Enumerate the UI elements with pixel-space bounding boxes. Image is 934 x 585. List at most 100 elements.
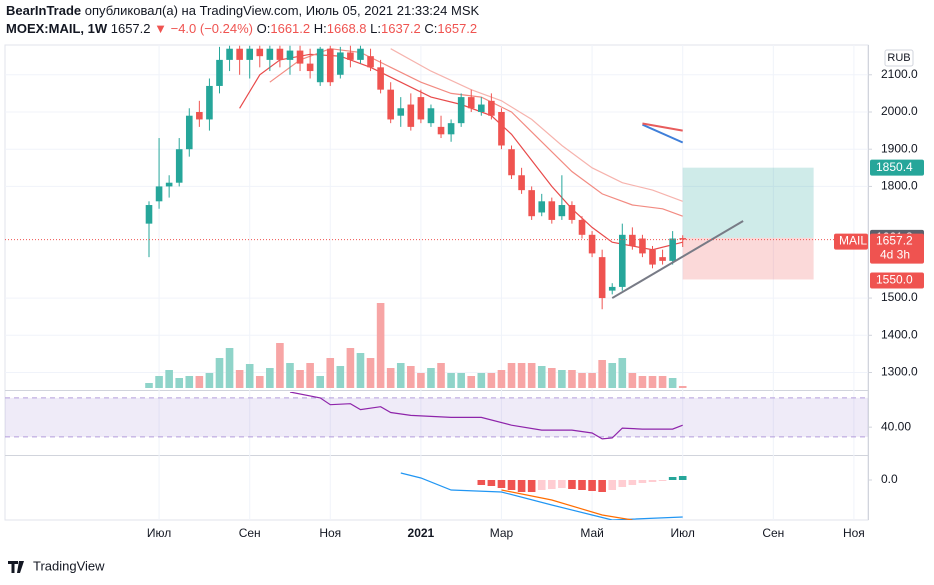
candle-body <box>478 104 485 112</box>
macd-histogram-bar <box>517 480 526 492</box>
volume-bar <box>668 378 677 388</box>
l-value: 1637.2 <box>381 21 421 36</box>
candle-body <box>357 48 364 60</box>
volume-bar <box>437 363 445 388</box>
candle-body <box>196 111 203 120</box>
volume-bar <box>316 376 324 388</box>
volume-bar <box>145 383 153 388</box>
volume-bar <box>165 370 173 388</box>
volume-bar <box>336 366 345 388</box>
volume-bar <box>346 348 355 388</box>
candle-body <box>165 182 173 187</box>
macd-histogram-bar <box>548 480 556 489</box>
volume-bar <box>276 343 284 388</box>
macd-histogram-bar <box>558 480 566 488</box>
volume-bar <box>245 364 254 388</box>
candle-body <box>347 52 354 60</box>
candle-body <box>185 115 193 150</box>
candle-body <box>397 108 405 116</box>
volume-bar <box>467 376 476 388</box>
macd-histogram-bar <box>678 476 687 480</box>
layer <box>5 45 868 388</box>
macd-histogram-bar <box>487 480 496 486</box>
logo <box>8 561 24 573</box>
volume-bar <box>578 373 586 388</box>
h-value: 1668.8 <box>327 21 367 36</box>
target-tag-box <box>870 159 924 176</box>
volume-bar <box>568 370 576 388</box>
volume-bar <box>326 358 335 388</box>
candle-body <box>457 97 465 124</box>
candle-body <box>669 238 676 261</box>
candle-body <box>417 97 425 120</box>
candle-body <box>498 111 505 146</box>
volume-bar <box>638 376 647 388</box>
volume-bar <box>185 376 194 388</box>
macd-histogram-bar <box>537 480 546 490</box>
candle-body <box>518 175 525 191</box>
volume-bar <box>225 348 234 388</box>
volume-bar <box>296 370 304 388</box>
volume-bar <box>497 370 506 388</box>
macd-histogram-bar <box>568 480 576 489</box>
volume-bar <box>487 373 496 388</box>
candle-body <box>548 201 556 220</box>
candle-body <box>538 201 546 213</box>
volume-bar <box>255 376 264 388</box>
countdown: 4d 3h <box>880 248 910 262</box>
x-tick-label: Июл <box>147 526 171 540</box>
c-value: 1657.2 <box>437 21 477 36</box>
candle-body <box>598 257 606 299</box>
volume-bar <box>527 363 536 388</box>
ticker: MAIL <box>839 234 867 248</box>
last-price-box <box>870 233 924 264</box>
stop-tag-box <box>870 272 924 289</box>
candle-body <box>578 219 586 235</box>
candle-body <box>216 59 223 86</box>
volume-bar <box>648 376 657 388</box>
candle-body <box>377 67 384 90</box>
candle-body <box>326 48 334 83</box>
x-tick-label: Мар <box>490 526 514 540</box>
candle-body <box>558 205 566 217</box>
volume-bar <box>477 373 486 388</box>
volume-bar <box>558 370 566 388</box>
macd-histogram-bar <box>618 480 627 487</box>
candle-body <box>236 48 243 60</box>
macd-histogram-bar <box>638 480 647 483</box>
candle-body <box>276 48 284 60</box>
volume-bar <box>175 378 184 388</box>
candle-body <box>568 205 576 220</box>
candle-body <box>588 234 596 254</box>
candle-body <box>337 52 344 75</box>
candle-body <box>226 48 233 60</box>
volume-bar <box>608 363 617 388</box>
macd-line <box>400 472 683 520</box>
macd-histogram-bar <box>598 480 606 492</box>
candle-body <box>508 149 515 176</box>
profit-zone <box>682 167 814 238</box>
signal-line <box>501 489 633 520</box>
volume-bar <box>366 358 375 388</box>
layer <box>5 392 868 440</box>
volume-bar <box>517 363 526 388</box>
rsi-line <box>289 392 683 440</box>
x-tick-label: Июл <box>671 526 695 540</box>
macd-histogram-bar <box>527 480 536 492</box>
ticker-box <box>834 233 868 250</box>
candle-body <box>528 190 535 217</box>
published: опубликовал(а) на TradingView.com, Июль … <box>85 3 480 18</box>
candle-body <box>155 186 163 202</box>
volume-bar <box>457 373 465 388</box>
volume-bar <box>658 376 667 388</box>
candle-body <box>407 104 415 127</box>
candle-body <box>639 238 646 254</box>
macd-histogram-bar <box>578 480 586 490</box>
macd-histogram-bar <box>477 480 486 485</box>
volume-bar <box>678 386 687 388</box>
target-tag: 1850.4 <box>876 160 913 174</box>
footer: TradingView <box>8 558 105 573</box>
y-tick-label: 1300.0 <box>881 365 918 379</box>
candle-body <box>206 85 213 120</box>
volume-bar <box>155 376 163 388</box>
